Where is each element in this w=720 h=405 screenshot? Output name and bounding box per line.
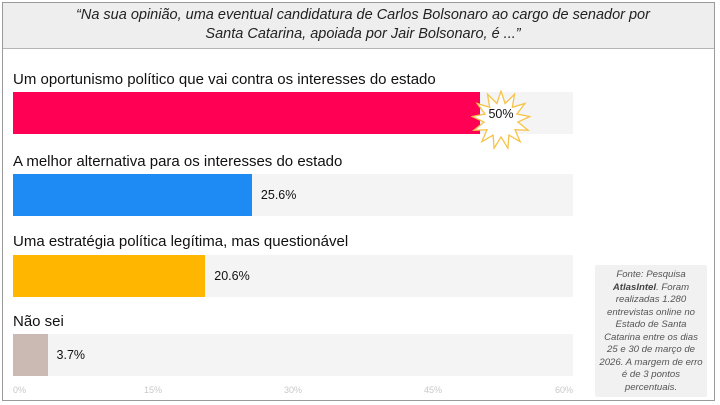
- category-label: Um oportunismo político que vai contra o…: [13, 71, 436, 88]
- source-note: Fonte: Pesquisa AtlasIntel. Foram realiz…: [595, 265, 707, 397]
- category-label: Uma estratégia política legítima, mas qu…: [13, 233, 349, 250]
- x-tick-label: 60%: [554, 385, 573, 395]
- bar: [13, 255, 206, 297]
- question-header: “Na sua opinião, uma eventual candidatur…: [3, 3, 714, 49]
- question-text: “Na sua opinião, uma eventual candidatur…: [76, 7, 650, 42]
- starburst-icon: [471, 90, 531, 150]
- source-text: . Foram realizadas 1.280 entrevistas onl…: [599, 281, 703, 393]
- bar-track: [13, 174, 573, 216]
- x-tick-label: 15%: [143, 385, 163, 395]
- value-label: 20.6%: [214, 269, 250, 283]
- bar-track: [13, 334, 573, 376]
- chart-frame: “Na sua opinião, uma eventual candidatur…: [2, 2, 715, 401]
- source-prefix: Fonte: Pesquisa: [616, 269, 686, 280]
- bar: [13, 92, 480, 134]
- x-axis: 0% 15% 30% 45% 60%: [13, 385, 575, 399]
- x-tick-label: 0%: [13, 385, 27, 395]
- source-brand: AtlasIntel: [612, 281, 657, 293]
- x-tick-label: 45%: [423, 385, 443, 395]
- highlight-value-label: 50%: [488, 107, 514, 121]
- x-tick-label: 30%: [283, 385, 303, 395]
- bar: [13, 334, 48, 376]
- bar: [13, 174, 252, 216]
- bar-track: [13, 255, 573, 297]
- value-label: 25.6%: [260, 188, 297, 202]
- category-label: A melhor alternativa para os interesses …: [13, 153, 343, 170]
- value-label: 3.7%: [56, 348, 86, 362]
- category-label: Não sei: [13, 313, 64, 330]
- bar-track: [13, 92, 573, 134]
